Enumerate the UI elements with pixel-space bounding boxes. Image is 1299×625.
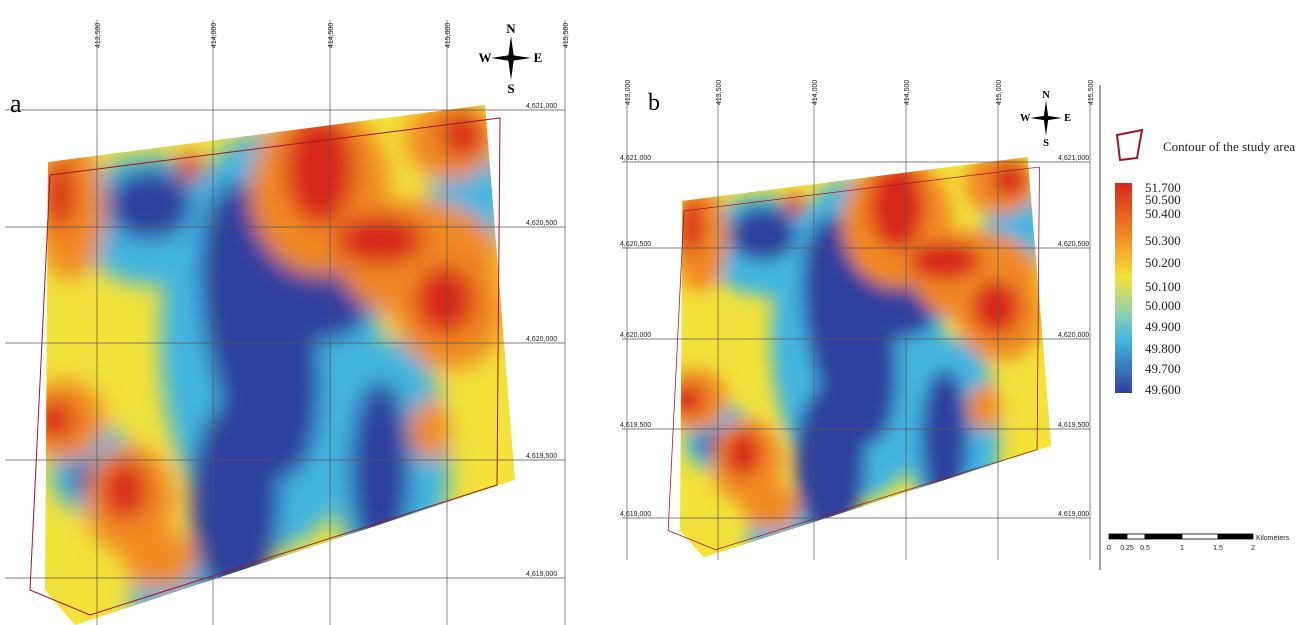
label: 2 xyxy=(1251,545,1255,552)
label: 49.600 xyxy=(1145,382,1181,397)
label: 49.800 xyxy=(1145,341,1181,356)
label: b xyxy=(648,90,660,116)
label: 49.700 xyxy=(1145,361,1181,376)
scale-segment xyxy=(1145,534,1182,539)
label: 0 xyxy=(1107,545,1111,552)
label: 4,621,000 xyxy=(526,103,557,110)
label: 4,620,000 xyxy=(1058,332,1089,339)
label: 413,500 xyxy=(95,23,102,48)
label: 50.300 xyxy=(1145,233,1181,248)
label: 4,619,000 xyxy=(620,511,651,518)
label: 4,619,500 xyxy=(1058,422,1089,429)
label: 4,620,500 xyxy=(526,220,557,227)
label: 4,619,500 xyxy=(526,453,557,460)
label: S xyxy=(507,81,514,96)
label: Kilometers xyxy=(1256,535,1290,542)
scale-segment xyxy=(1109,534,1127,539)
label: 414,500 xyxy=(904,80,911,105)
label: S xyxy=(1043,138,1049,149)
label: 413,000 xyxy=(625,80,632,105)
label: 415,500 xyxy=(563,23,570,48)
label: 4,619,000 xyxy=(1058,511,1089,518)
label: 0.25 xyxy=(1120,545,1134,552)
scale-segment xyxy=(1127,534,1145,539)
compass-rose xyxy=(1030,116,1062,121)
label: 4,620,500 xyxy=(1058,241,1089,248)
scale-segment xyxy=(1182,534,1218,539)
label: 1 xyxy=(1180,545,1184,552)
map-b xyxy=(664,153,1055,569)
label: 4,621,000 xyxy=(620,155,651,162)
label: N xyxy=(1042,90,1050,101)
label: 50.500 xyxy=(1145,192,1181,207)
label: 415,500 xyxy=(1088,80,1095,105)
label: 50.400 xyxy=(1145,206,1181,221)
label: 4,619,500 xyxy=(620,422,651,429)
label: N xyxy=(506,21,516,36)
label: 413,500 xyxy=(716,80,723,105)
label: 414,500 xyxy=(328,23,335,48)
label: E xyxy=(534,50,543,65)
color-bar xyxy=(1115,183,1132,393)
label: 4,620,000 xyxy=(620,332,651,339)
label: 4,621,000 xyxy=(1058,155,1089,162)
map-a xyxy=(25,100,520,625)
label: 50.000 xyxy=(1145,298,1181,313)
label: 50.100 xyxy=(1145,279,1181,294)
label: 4,619,000 xyxy=(526,571,557,578)
label: 415,000 xyxy=(445,23,452,48)
label: 4,620,500 xyxy=(620,241,651,248)
figure: 413,500 414,000 414,500 415,000 415,500 4,621… xyxy=(0,0,1299,625)
label: E xyxy=(1064,113,1071,124)
contour-icon xyxy=(1117,130,1142,160)
label: W xyxy=(479,50,492,65)
label: 1.5 xyxy=(1213,545,1223,552)
label: W xyxy=(1020,113,1031,124)
compass-rose xyxy=(491,55,531,61)
label: 414,000 xyxy=(812,80,819,105)
label: Contour of the study area xyxy=(1163,139,1295,154)
scale-segment xyxy=(1218,534,1253,539)
label: 415,000 xyxy=(996,80,1003,105)
label: 49.900 xyxy=(1145,319,1181,334)
label: 4,620,000 xyxy=(526,336,557,343)
label: a xyxy=(10,89,22,118)
label: 0.5 xyxy=(1140,545,1150,552)
label: 50.200 xyxy=(1145,255,1181,270)
label: 414,000 xyxy=(211,23,218,48)
